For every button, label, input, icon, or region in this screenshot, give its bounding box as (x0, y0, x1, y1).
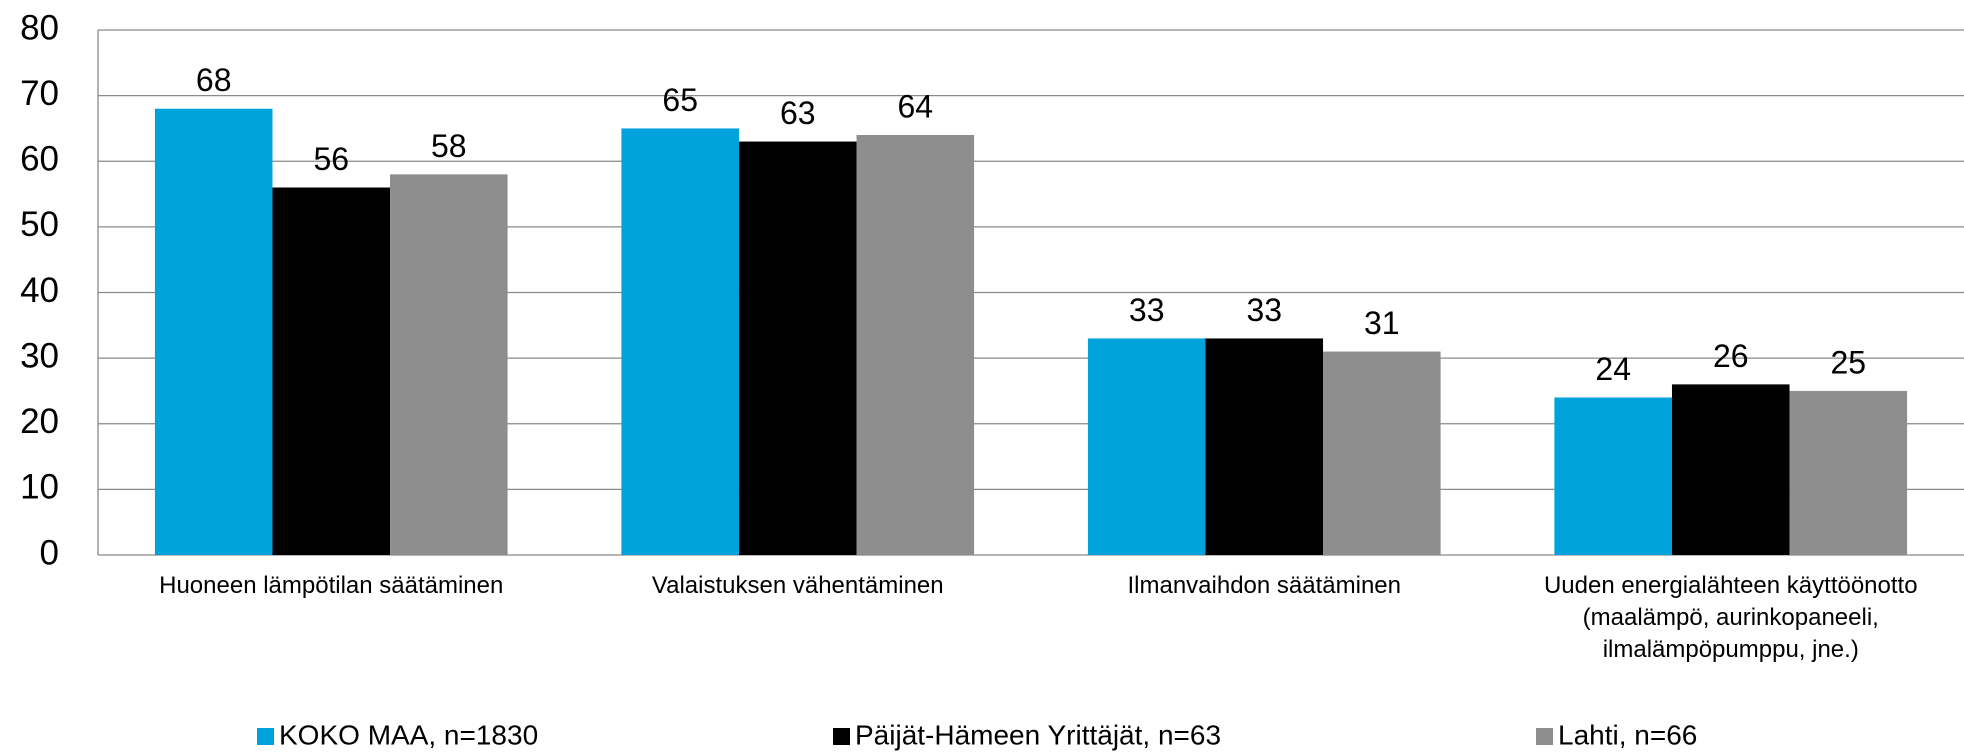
y-tick-label: 60 (20, 140, 59, 179)
legend-swatch (833, 728, 850, 745)
bar (1789, 390, 1908, 555)
data-label: 31 (1364, 305, 1400, 341)
bar (1323, 351, 1441, 555)
data-label: 65 (662, 82, 698, 118)
x-tick-label: Valaistuksen vähentäminen (651, 572, 944, 599)
data-label: 26 (1713, 338, 1749, 374)
data-label: 33 (1246, 292, 1282, 328)
y-tick-label: 20 (20, 402, 59, 441)
legend-swatch (1536, 728, 1553, 745)
bar (154, 108, 273, 555)
legend-swatch (257, 728, 274, 745)
data-label: 58 (431, 128, 467, 164)
y-tick-label: 70 (20, 74, 59, 113)
x-tick-label: Huoneen lämpötilan säätäminen (159, 572, 504, 599)
y-tick-label: 0 (40, 533, 59, 572)
legend-label: Päijät-Hämeen Yrittäjät, n=63 (855, 719, 1221, 750)
bar (1087, 338, 1206, 555)
y-tick-label: 40 (20, 271, 59, 310)
data-label: 63 (780, 95, 816, 131)
bar (1554, 397, 1672, 555)
y-tick-label: 80 (20, 8, 59, 47)
bar (738, 141, 857, 555)
legend-label: KOKO MAA, n=1830 (279, 719, 538, 750)
bar (856, 135, 975, 555)
data-label: 64 (898, 88, 934, 124)
data-label: 33 (1129, 292, 1165, 328)
data-label: 68 (196, 62, 232, 98)
data-label: 56 (313, 141, 349, 177)
y-tick-label: 10 (20, 468, 59, 507)
data-label: 25 (1831, 344, 1867, 380)
legend-label: Lahti, n=66 (1558, 719, 1697, 750)
y-tick-label: 50 (20, 205, 59, 244)
x-tick-label: Ilmanvaihdon säätäminen (1127, 572, 1401, 599)
bar (1671, 384, 1790, 555)
bar (1205, 338, 1324, 555)
y-tick-label: 30 (20, 336, 59, 375)
x-tick-label: Uuden energialähteen käyttöönotto (maalä… (1543, 572, 1918, 663)
bar (621, 128, 739, 555)
bar (390, 174, 508, 555)
data-label: 24 (1595, 351, 1631, 387)
bar (272, 187, 391, 555)
